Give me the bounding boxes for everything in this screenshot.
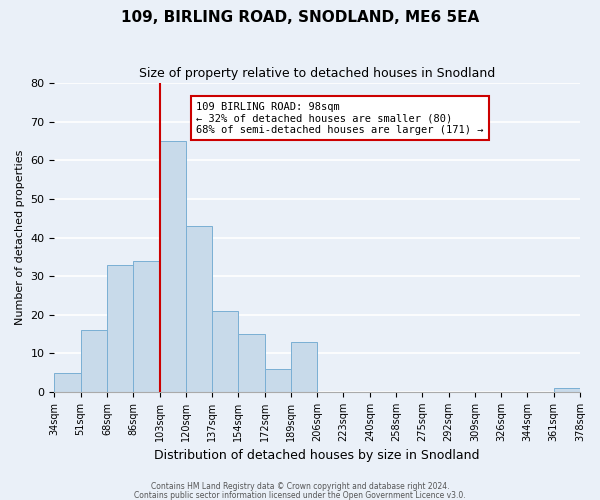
- Text: Contains HM Land Registry data © Crown copyright and database right 2024.: Contains HM Land Registry data © Crown c…: [151, 482, 449, 491]
- Text: 109 BIRLING ROAD: 98sqm
← 32% of detached houses are smaller (80)
68% of semi-de: 109 BIRLING ROAD: 98sqm ← 32% of detache…: [196, 102, 484, 135]
- X-axis label: Distribution of detached houses by size in Snodland: Distribution of detached houses by size …: [154, 450, 480, 462]
- Bar: [55, 372, 80, 392]
- Bar: [265, 369, 291, 392]
- Bar: [238, 334, 265, 392]
- Bar: [80, 330, 107, 392]
- Bar: [291, 342, 317, 392]
- Text: 109, BIRLING ROAD, SNODLAND, ME6 5EA: 109, BIRLING ROAD, SNODLAND, ME6 5EA: [121, 10, 479, 25]
- Bar: [160, 141, 186, 392]
- Y-axis label: Number of detached properties: Number of detached properties: [15, 150, 25, 325]
- Bar: [554, 388, 580, 392]
- Bar: [107, 264, 133, 392]
- Bar: [212, 311, 238, 392]
- Text: Contains public sector information licensed under the Open Government Licence v3: Contains public sector information licen…: [134, 490, 466, 500]
- Bar: [133, 260, 160, 392]
- Bar: [186, 226, 212, 392]
- Title: Size of property relative to detached houses in Snodland: Size of property relative to detached ho…: [139, 68, 496, 80]
